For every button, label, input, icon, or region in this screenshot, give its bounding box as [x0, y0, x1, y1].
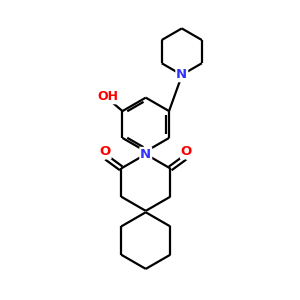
- Text: N: N: [176, 68, 187, 81]
- Text: N: N: [140, 148, 151, 161]
- Text: OH: OH: [98, 90, 119, 104]
- Text: O: O: [181, 146, 192, 158]
- Text: O: O: [100, 146, 111, 158]
